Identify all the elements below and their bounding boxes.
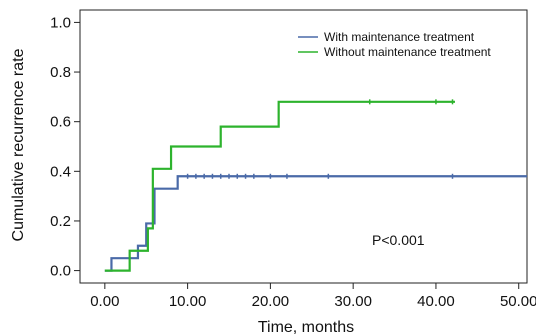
x-tick-label: 10.00 — [169, 293, 207, 310]
legend-label-with: With maintenance treatment — [324, 30, 475, 44]
x-tick-label: 0.00 — [90, 293, 119, 310]
series-line-without-maintenance — [104, 100, 455, 272]
x-tick-label: 40.00 — [417, 293, 455, 310]
y-tick-label: 0.0 — [50, 263, 71, 280]
x-tick-label: 20.00 — [252, 293, 290, 310]
series-line-with-maintenance — [104, 175, 527, 272]
plot-frame — [79, 9, 528, 284]
x-tick-label: 50.00 — [500, 293, 536, 310]
p-value-annotation: P<0.001 — [372, 232, 425, 248]
legend-box — [290, 29, 522, 66]
y-axis-title: Cumulative recurrence rate — [10, 48, 27, 241]
x-tick-label: 30.00 — [334, 293, 372, 310]
y-tick-label: 0.2 — [50, 213, 71, 230]
y-tick-label: 1.0 — [50, 14, 71, 31]
series-layer — [104, 99, 527, 272]
y-tick-label: 0.6 — [50, 114, 71, 131]
y-tick-label: 0.8 — [50, 64, 71, 81]
axes: 0.0 0.2 0.4 0.6 0.8 1.0 0.00 10.00 20.00 30.00 40.… — [50, 9, 536, 310]
y-tick-label: 0.4 — [50, 163, 71, 180]
x-axis-title: Time, months — [258, 319, 354, 336]
legend: With maintenance treatment Without maint… — [290, 29, 522, 66]
legend-label-without: Without maintenance treatment — [324, 45, 491, 59]
